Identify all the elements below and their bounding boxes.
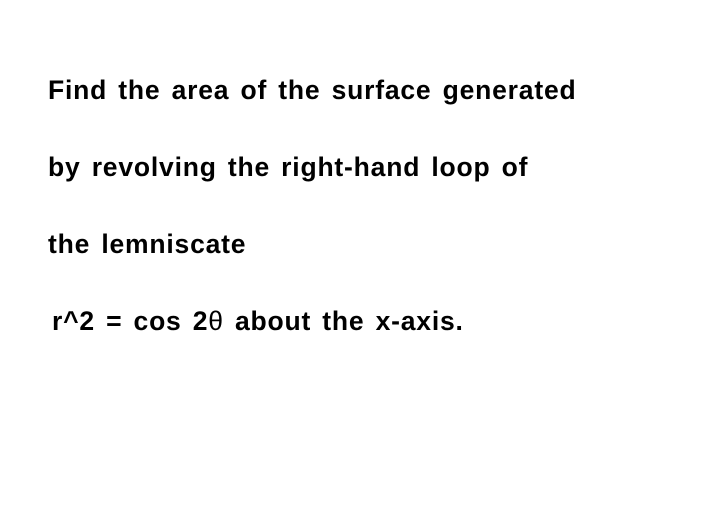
problem-line-3: the lemniscate: [48, 229, 672, 260]
problem-line-1: Find the area of the surface generated: [48, 75, 672, 106]
equation-prefix: r^2 = cos 2: [52, 306, 208, 336]
theta-symbol: θ: [208, 306, 224, 336]
problem-text: Find the area of the surface generated b…: [48, 75, 672, 337]
equation-suffix: about the x-axis.: [224, 306, 464, 336]
problem-line-4: r^2 = cos 2θ about the x-axis.: [48, 306, 672, 337]
problem-line-2: by revolving the right-hand loop of: [48, 152, 672, 183]
